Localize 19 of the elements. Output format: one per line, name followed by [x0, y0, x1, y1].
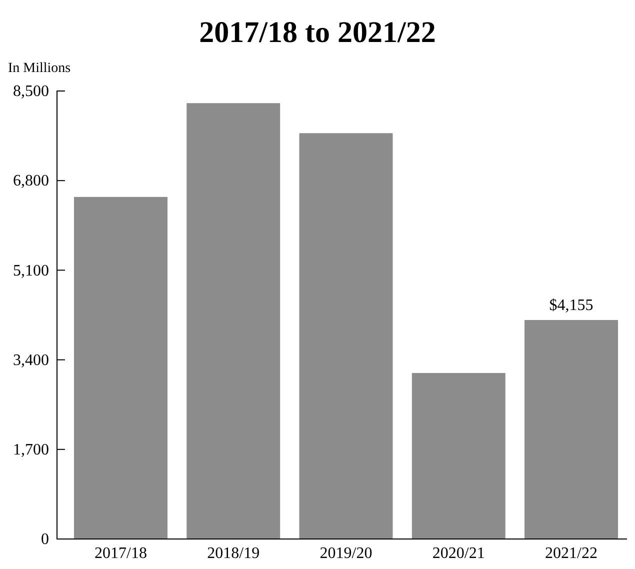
y-tick-label: 8,500 [13, 83, 49, 100]
x-tick-label: 2019/20 [320, 545, 372, 562]
x-tick-label: 2020/21 [432, 545, 485, 562]
bar [524, 320, 618, 539]
data-label: $4,155 [549, 297, 594, 314]
y-tick-label: 0 [41, 531, 49, 548]
x-tick-label: 2017/18 [94, 545, 147, 562]
y-tick-label: 3,400 [13, 352, 49, 369]
chart-title: 2017/18 to 2021/22 [199, 16, 436, 49]
y-tick-label: 1,700 [13, 442, 49, 459]
bar [74, 196, 168, 539]
bar [299, 133, 393, 539]
x-tick-label: 2021/22 [545, 545, 598, 562]
y-tick-label: 6,800 [13, 172, 49, 190]
x-tick-label: 2018/19 [207, 545, 260, 562]
bar [186, 103, 280, 539]
y-tick-label: 5,100 [13, 262, 49, 280]
bar [412, 372, 506, 539]
y-axis-title: In Millions [8, 61, 71, 76]
